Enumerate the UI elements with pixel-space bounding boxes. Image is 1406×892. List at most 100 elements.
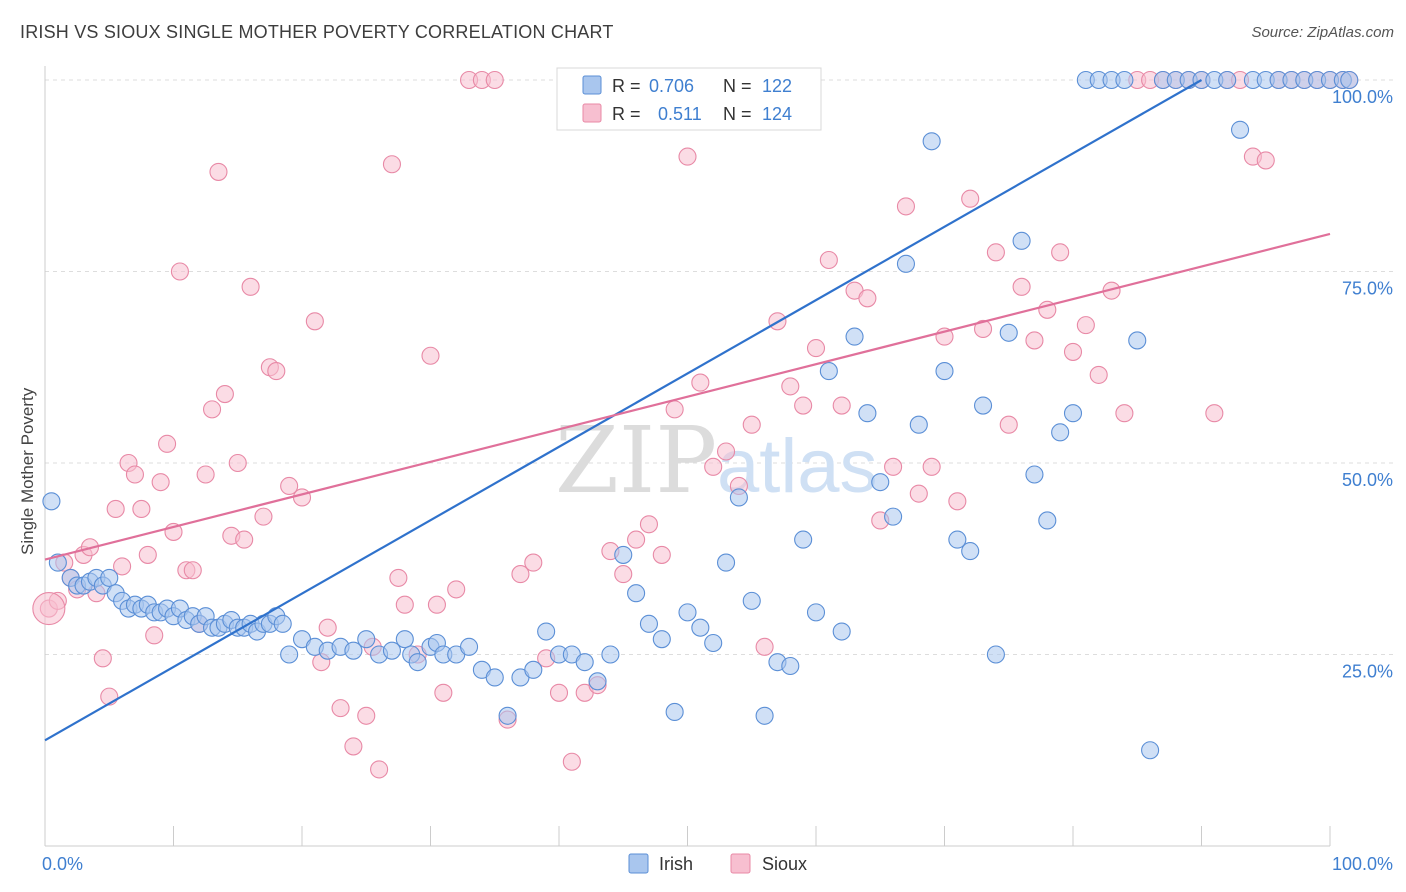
sioux-point xyxy=(819,250,838,270)
irish-point xyxy=(973,396,993,415)
irish-point xyxy=(614,545,633,564)
sioux-point xyxy=(395,595,414,614)
irish-r-value: 0.706 xyxy=(649,76,694,96)
chart-title: IRISH VS SIOUX SINGLE MOTHER POVERTY COR… xyxy=(20,22,614,42)
irish-point xyxy=(639,614,659,633)
irish-point xyxy=(1231,120,1250,139)
sioux-point xyxy=(254,507,273,526)
irish-point xyxy=(575,653,594,672)
irish-point xyxy=(806,603,826,622)
sioux-point xyxy=(524,553,543,572)
stats-box: R = 0.706 N = 122 R = 0.511 N = 124 xyxy=(556,67,822,131)
irish-point xyxy=(408,653,427,672)
sioux-point xyxy=(113,557,132,576)
irish-point xyxy=(280,645,299,664)
irish-r-label: R = xyxy=(612,76,641,96)
sioux-point xyxy=(357,706,376,725)
irish-point xyxy=(922,132,941,151)
sioux-point xyxy=(1012,277,1031,296)
sioux-point xyxy=(106,499,125,519)
sioux-point xyxy=(973,319,993,339)
irish-point xyxy=(459,637,479,656)
irish-point xyxy=(665,702,684,722)
irish-point xyxy=(588,672,607,691)
legend-irish-swatch-icon xyxy=(628,853,649,874)
sioux-point xyxy=(1076,316,1095,335)
irish-point xyxy=(794,530,813,549)
legend: Irish Sioux xyxy=(628,853,807,874)
trend-lines xyxy=(44,79,1331,742)
sioux-point xyxy=(639,515,659,534)
sioux-point xyxy=(203,400,222,419)
irish-point xyxy=(755,706,774,725)
irish-point xyxy=(935,362,954,381)
sioux-point xyxy=(331,699,350,718)
sioux-point xyxy=(32,591,66,626)
sioux-point xyxy=(170,262,189,281)
irish-point xyxy=(1141,741,1160,760)
sioux-point xyxy=(691,373,710,392)
irish-point xyxy=(742,591,761,610)
x-tick-label: 100.0% xyxy=(1332,854,1393,874)
y-tick-label: 25.0% xyxy=(1342,662,1393,682)
irish-point xyxy=(871,473,890,492)
irish-point xyxy=(704,633,723,653)
sioux-point xyxy=(1051,243,1070,262)
sioux-point xyxy=(755,637,774,656)
irish-point xyxy=(678,603,697,622)
y-tick-label: 50.0% xyxy=(1342,470,1393,490)
irish-point xyxy=(100,568,119,587)
sioux-point xyxy=(267,362,286,381)
irish-point xyxy=(986,645,1005,664)
source-label: Source: ZipAtlas.com xyxy=(1251,24,1394,41)
sioux-point xyxy=(389,568,408,587)
sioux-point xyxy=(132,499,151,519)
irish-trend-line xyxy=(44,79,1203,742)
sioux-trend-line xyxy=(44,232,1331,561)
irish-n-value: 122 xyxy=(762,76,792,96)
sioux-point xyxy=(344,737,363,756)
irish-point xyxy=(1012,231,1031,250)
irish-point xyxy=(395,630,414,649)
sioux-point xyxy=(370,760,389,779)
sioux-point xyxy=(716,442,736,461)
data-points xyxy=(32,70,1359,779)
irish-point xyxy=(627,584,646,603)
irish-point xyxy=(537,622,556,641)
irish-point xyxy=(1218,70,1237,90)
sioux-point xyxy=(292,488,312,507)
irish-point xyxy=(357,630,376,649)
sioux-point xyxy=(447,580,466,599)
sioux-point xyxy=(241,277,260,296)
x-tick-label: 0.0% xyxy=(42,854,83,874)
sioux-point xyxy=(562,752,581,771)
irish-point xyxy=(382,641,402,660)
sioux-n-label: N = xyxy=(723,104,752,124)
irish-point xyxy=(858,404,877,423)
irish-point xyxy=(273,614,292,633)
irish-point xyxy=(819,362,838,381)
sioux-point xyxy=(652,545,671,564)
sioux-point xyxy=(986,243,1005,262)
sioux-swatch-icon xyxy=(582,103,602,123)
sioux-point xyxy=(614,565,633,584)
sioux-point xyxy=(1089,365,1108,384)
sioux-point xyxy=(627,530,646,549)
sioux-point xyxy=(158,434,177,453)
sioux-point xyxy=(1025,331,1044,350)
irish-point xyxy=(1063,404,1083,423)
irish-point xyxy=(1115,70,1134,90)
sioux-point xyxy=(948,492,967,511)
irish-point xyxy=(909,415,928,434)
watermark-zip: ZIP xyxy=(555,407,717,514)
irish-point xyxy=(1340,70,1359,90)
irish-point xyxy=(999,323,1018,342)
irish-point xyxy=(524,660,543,679)
legend-irish-label: Irish xyxy=(659,854,693,874)
sioux-n-value: 124 xyxy=(762,104,792,124)
irish-point xyxy=(691,618,710,637)
irish-point xyxy=(485,668,504,687)
sioux-point xyxy=(145,626,164,645)
sioux-point xyxy=(665,400,684,419)
irish-point xyxy=(601,645,620,664)
